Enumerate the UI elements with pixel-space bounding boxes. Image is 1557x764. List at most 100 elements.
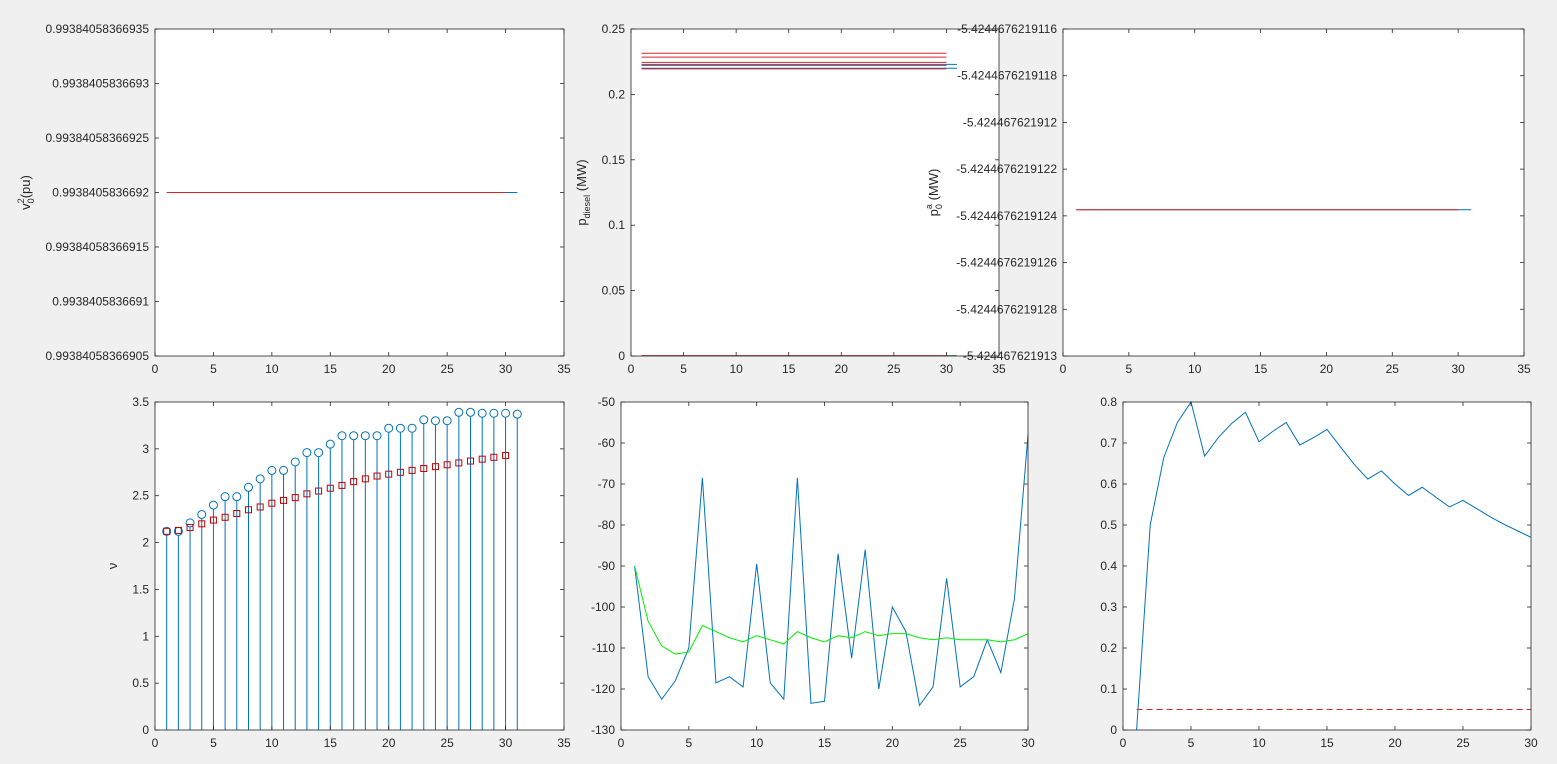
stem-marker <box>407 423 417 433</box>
y-tick-label: -90 <box>598 559 616 573</box>
y-tick-label: 0.99384058366935 <box>46 22 150 36</box>
y-tick-label: 3 <box>142 442 149 456</box>
stem-marker <box>314 448 324 458</box>
x-tick-label: 10 <box>265 736 279 750</box>
y-tick-label: 0.2 <box>608 87 625 101</box>
y-tick-label: 0.15 <box>602 153 626 167</box>
y-tick-label: 0.9938405836691 <box>52 295 149 309</box>
x-tick-label: 20 <box>886 736 900 750</box>
data-layer <box>162 407 522 730</box>
square-marker <box>291 494 299 502</box>
x-tick-label: 30 <box>499 362 513 376</box>
x-tick-label: 15 <box>1320 736 1334 750</box>
y-tick-label: -5.424467621913 <box>963 349 1057 363</box>
square-marker <box>455 459 463 467</box>
stem-marker <box>395 423 405 433</box>
square-marker <box>420 465 428 473</box>
axes-box <box>630 28 1000 357</box>
axes-p3: 0 5 10 15 20 25 30 35-5.424467621913-5.42446762… <box>924 22 1531 376</box>
square-marker <box>490 453 498 461</box>
y-axis-label: ν <box>105 563 120 570</box>
stem-marker <box>255 474 265 484</box>
y-tick-label: 0.5 <box>1100 518 1117 532</box>
stem-marker <box>208 500 218 510</box>
stem-marker <box>337 431 347 441</box>
y-tick-label: -5.4244676219126 <box>956 256 1057 270</box>
series-line-1 <box>1136 401 1532 731</box>
square-marker <box>256 503 264 511</box>
square-marker <box>221 513 229 521</box>
square-marker <box>280 496 288 504</box>
series-line-1 <box>634 434 1029 707</box>
stem-marker <box>220 492 230 502</box>
stem-marker <box>466 407 476 417</box>
y-tick-label: 0.4 <box>1100 559 1117 573</box>
y-tick-label: 0 <box>142 723 149 737</box>
x-tick-label: 10 <box>265 362 279 376</box>
axes-p4: 0 5 10 15 20 25 30 35 0 0.5 1 1.5 2 2.5 3 3.5 ν <box>105 395 571 750</box>
plot-area <box>155 402 564 730</box>
y-tick-label: 0.1 <box>608 218 625 232</box>
axes-p2: 0 5 10 15 20 25 30 35 0 0.05 0.1 0.15 0.2 0.25 pdiesel… <box>574 22 1006 376</box>
square-marker <box>326 484 334 492</box>
x-tick-label: 0 <box>1060 362 1067 376</box>
y-tick-label: 0.99384058366915 <box>46 240 150 254</box>
stem-marker <box>477 408 487 418</box>
y-tick-label: 0.9938405836693 <box>52 77 149 91</box>
stem-marker <box>243 482 253 492</box>
square-marker <box>209 516 217 524</box>
data-layer <box>641 52 957 357</box>
square-marker <box>233 510 241 518</box>
y-tick-label: 1 <box>142 629 149 643</box>
stem-marker <box>384 423 394 433</box>
x-tick-label: 20 <box>382 362 396 376</box>
stem-marker <box>419 415 429 425</box>
stem-marker <box>454 407 464 417</box>
x-tick-label: 30 <box>940 362 954 376</box>
data-layer <box>634 434 1029 707</box>
y-tick-label: -5.4244676219124 <box>956 209 1057 223</box>
x-tick-label: 20 <box>835 362 849 376</box>
square-marker <box>244 506 252 514</box>
x-tick-label: 25 <box>953 736 967 750</box>
y-tick-label: 0 <box>1110 723 1117 737</box>
x-tick-label: 5 <box>1188 736 1195 750</box>
x-tick-label: 25 <box>440 736 454 750</box>
x-tick-label: 5 <box>1126 362 1133 376</box>
square-marker <box>163 527 171 535</box>
y-axis-label: v02(pu) <box>16 175 36 210</box>
x-tick-label: 0 <box>152 362 159 376</box>
y-tick-label: 0.99384058366905 <box>46 349 150 363</box>
stem-marker <box>290 457 300 467</box>
x-tick-label: 20 <box>1388 736 1402 750</box>
x-tick-label: 25 <box>1456 736 1470 750</box>
y-tick-label: -5.4244676219118 <box>957 69 1057 83</box>
square-marker <box>174 526 182 534</box>
y-tick-label: 0.25 <box>602 22 626 36</box>
x-tick-label: 10 <box>1188 362 1202 376</box>
stem-marker <box>162 526 172 536</box>
square-marker <box>408 466 416 474</box>
y-tick-label: 0.7 <box>1100 436 1117 450</box>
x-tick-label: 30 <box>1524 736 1538 750</box>
y-tick-label: -5.4244676219122 <box>956 162 1057 176</box>
y-tick-label: 2 <box>142 536 149 550</box>
x-tick-label: 5 <box>680 362 687 376</box>
plot-area <box>1123 402 1531 730</box>
x-tick-label: 5 <box>210 362 217 376</box>
axes-box <box>154 401 565 731</box>
y-tick-label: -5.4244676219116 <box>957 22 1057 36</box>
square-marker <box>186 524 194 532</box>
x-tick-label: 15 <box>324 362 338 376</box>
y-axis-label: pdiesel (MW) <box>574 159 592 225</box>
stem-marker <box>489 408 499 418</box>
square-marker <box>478 455 486 463</box>
series-line-2 <box>634 565 1029 655</box>
x-tick-label: 35 <box>1517 362 1531 376</box>
x-tick-label: 20 <box>1320 362 1334 376</box>
x-tick-label: 30 <box>1451 362 1465 376</box>
stem-marker <box>372 431 382 441</box>
x-tick-label: 25 <box>1386 362 1400 376</box>
x-tick-label: 15 <box>818 736 832 750</box>
stem-marker <box>349 431 359 441</box>
